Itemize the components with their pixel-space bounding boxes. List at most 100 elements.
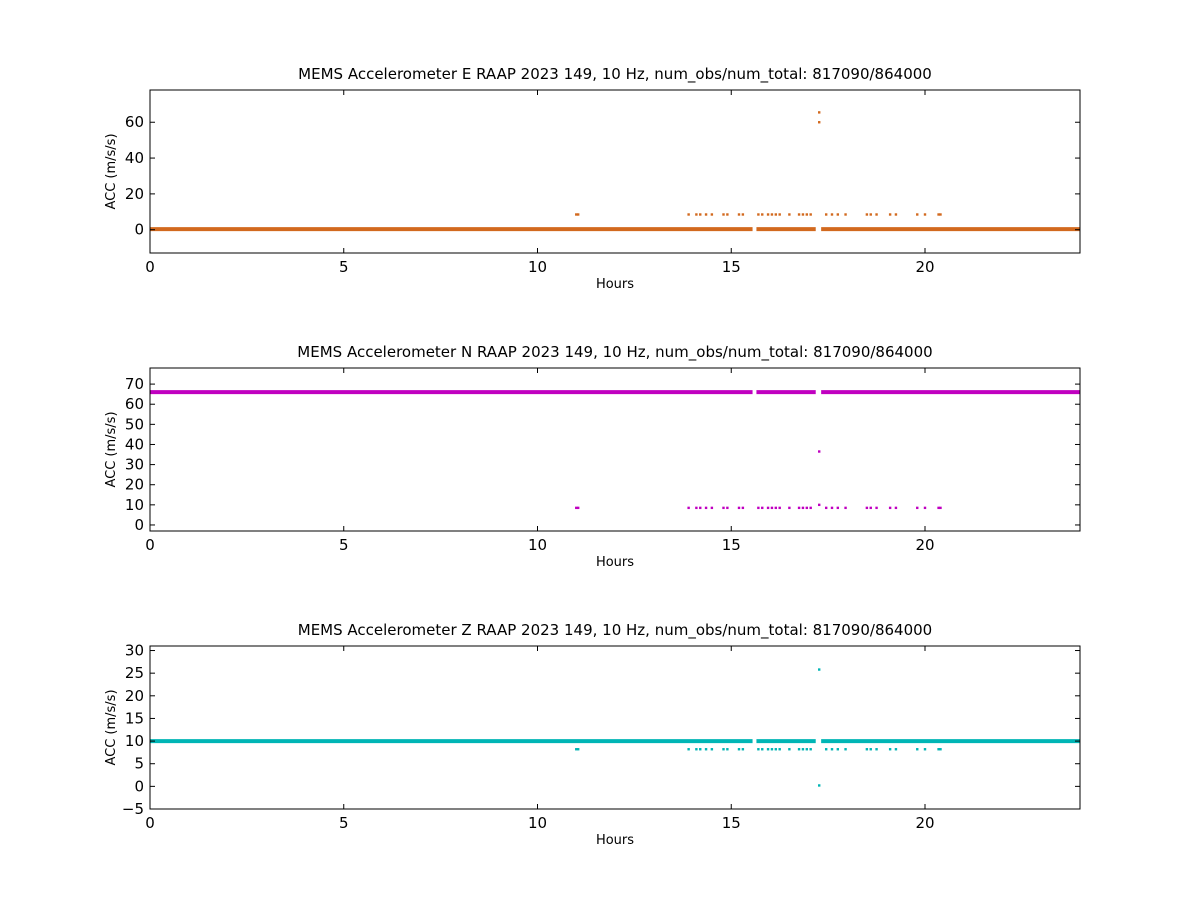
data-point-e — [830, 213, 834, 216]
data-point-e — [788, 213, 791, 216]
data-point-e — [576, 213, 580, 216]
x-axis-label-e: Hours — [596, 277, 634, 292]
data-point-e — [805, 213, 809, 216]
data-point-z — [888, 748, 892, 751]
data-point-n — [774, 506, 778, 510]
y-tick-label-n: 50 — [125, 415, 144, 433]
data-point-n — [818, 450, 821, 453]
data-point-n — [687, 506, 690, 510]
data-point-n — [757, 506, 760, 510]
y-tick-label-n: 70 — [125, 375, 144, 393]
data-point-e — [737, 213, 741, 216]
data-point-n — [916, 506, 919, 510]
data-point-e — [818, 121, 821, 124]
data-point-n — [939, 506, 942, 510]
y-tick-label-z: 20 — [125, 687, 144, 705]
data-point-e — [699, 213, 702, 216]
data-point-n — [770, 506, 774, 510]
y-tick-label-n: 0 — [134, 516, 144, 534]
data-point-n — [836, 506, 840, 510]
data-point-e — [761, 213, 764, 216]
data-point-n — [704, 506, 708, 510]
data-point-n — [830, 506, 834, 510]
data-point-z — [788, 748, 791, 751]
y-tick-label-z: 30 — [125, 642, 144, 660]
plot-frame-n — [149, 367, 1081, 532]
y-tick-label-n: 10 — [125, 496, 144, 514]
data-point-e — [939, 213, 942, 216]
data-point-n — [575, 506, 578, 510]
data-point-z — [894, 748, 898, 751]
data-point-n — [761, 506, 764, 510]
data-point-e — [704, 213, 708, 216]
data-point-z — [778, 748, 781, 751]
data-point-e — [937, 213, 940, 216]
data-point-n — [741, 506, 745, 510]
data-point-n — [788, 506, 791, 510]
data-point-z — [741, 748, 745, 751]
data-point-n — [710, 506, 714, 510]
data-point-z — [836, 748, 840, 751]
data-point-e — [710, 213, 714, 216]
data-point-z — [916, 748, 919, 751]
data-point-n — [824, 506, 828, 510]
data-point-z — [830, 748, 834, 751]
data-point-z — [937, 748, 940, 751]
data-point-z — [770, 748, 774, 751]
y-tick-label-e: 60 — [125, 113, 144, 131]
data-point-n — [699, 506, 702, 510]
data-point-z — [869, 748, 872, 751]
data-point-e — [865, 213, 869, 216]
x-tick-label-e: 20 — [915, 258, 934, 276]
y-axis-label-z: ACC (m/s/s) — [104, 689, 119, 765]
data-point-n — [778, 506, 781, 510]
y-tick-label-e: 40 — [125, 149, 144, 167]
data-point-z — [757, 748, 760, 751]
chart-panel-e: MEMS Accelerometer E RAAP 2023 149, 10 H… — [104, 65, 1081, 292]
data-point-e — [797, 213, 801, 216]
data-point-n — [805, 506, 809, 510]
x-axis-label-n: Hours — [596, 555, 634, 570]
data-point-e — [888, 213, 892, 216]
data-point-n — [875, 506, 878, 510]
data-point-n — [844, 506, 847, 510]
data-point-e — [836, 213, 840, 216]
data-point-n — [809, 506, 812, 510]
data-point-n — [797, 506, 801, 510]
y-tick-label-n: 20 — [125, 476, 144, 494]
y-tick-label-z: −5 — [122, 800, 144, 818]
data-point-n — [818, 503, 821, 507]
y-tick-label-n: 40 — [125, 435, 144, 453]
x-tick-label-n: 15 — [722, 536, 741, 554]
chart-panel-n: MEMS Accelerometer N RAAP 2023 149, 10 H… — [104, 343, 1081, 570]
x-axis-label-z: Hours — [596, 833, 634, 848]
data-point-z — [737, 748, 741, 751]
data-point-e — [809, 213, 812, 216]
y-tick-label-z: 5 — [134, 755, 144, 773]
data-point-n — [695, 506, 698, 510]
data-point-e — [722, 213, 725, 216]
data-point-z — [726, 748, 729, 751]
data-point-z — [699, 748, 702, 751]
data-point-e — [869, 213, 872, 216]
data-point-e — [875, 213, 878, 216]
data-point-z — [809, 748, 812, 751]
chart-title-e: MEMS Accelerometer E RAAP 2023 149, 10 H… — [298, 65, 932, 84]
chart-title-n: MEMS Accelerometer N RAAP 2023 149, 10 H… — [297, 343, 932, 362]
data-point-n — [737, 506, 741, 510]
y-tick-label-n: 30 — [125, 456, 144, 474]
data-point-z — [704, 748, 708, 751]
data-point-z — [865, 748, 869, 751]
x-tick-label-n: 20 — [915, 536, 934, 554]
y-tick-label-z: 0 — [134, 777, 144, 795]
data-point-e — [818, 111, 821, 114]
data-point-z — [575, 748, 578, 751]
data-point-z — [576, 748, 580, 751]
data-point-n — [576, 506, 580, 510]
plot-frame-e — [149, 89, 1081, 254]
y-tick-label-e: 0 — [134, 221, 144, 239]
x-tick-label-z: 10 — [528, 814, 547, 832]
data-point-z — [805, 748, 809, 751]
